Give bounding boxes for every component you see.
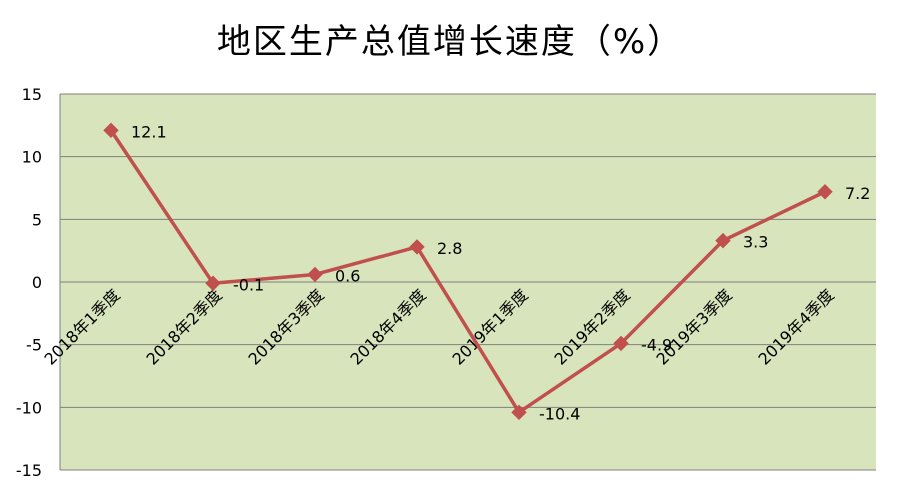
data-point [715, 232, 731, 249]
y-tick-label: 15 [22, 85, 42, 104]
data-label: 0.6 [335, 266, 360, 285]
y-axis: 15 10 5 0 -5 -10 -15 [16, 85, 61, 480]
data-label: 7.2 [845, 184, 870, 203]
data-point [307, 266, 323, 283]
series-polyline [109, 129, 826, 415]
data-labels: 12.1 -0.1 0.6 2.8 -10.4 -4.9 3.3 7.2 [131, 122, 870, 423]
series-markers [103, 122, 833, 421]
data-point [613, 335, 629, 352]
data-label: 2.8 [437, 239, 462, 258]
y-tick-label: -15 [16, 461, 42, 480]
data-point [409, 239, 425, 255]
y-tick-label: -5 [26, 336, 42, 355]
data-label: 3.3 [743, 233, 768, 252]
data-point [103, 122, 119, 139]
data-label: -10.4 [539, 404, 580, 423]
y-tick-label: 5 [32, 210, 42, 229]
y-tick-label: 0 [32, 273, 42, 292]
data-label: 12.1 [131, 122, 167, 141]
data-point [205, 275, 221, 291]
data-point [817, 184, 833, 200]
data-label: -4.9 [641, 335, 672, 354]
data-point [511, 404, 527, 421]
chart-title: 地区生产总值增长速度（%） [216, 22, 684, 62]
series-line [109, 129, 826, 415]
y-tick-label: -10 [16, 398, 42, 417]
gridlines [60, 93, 876, 471]
y-tick-label: 10 [22, 148, 42, 167]
data-label: -0.1 [233, 275, 264, 294]
